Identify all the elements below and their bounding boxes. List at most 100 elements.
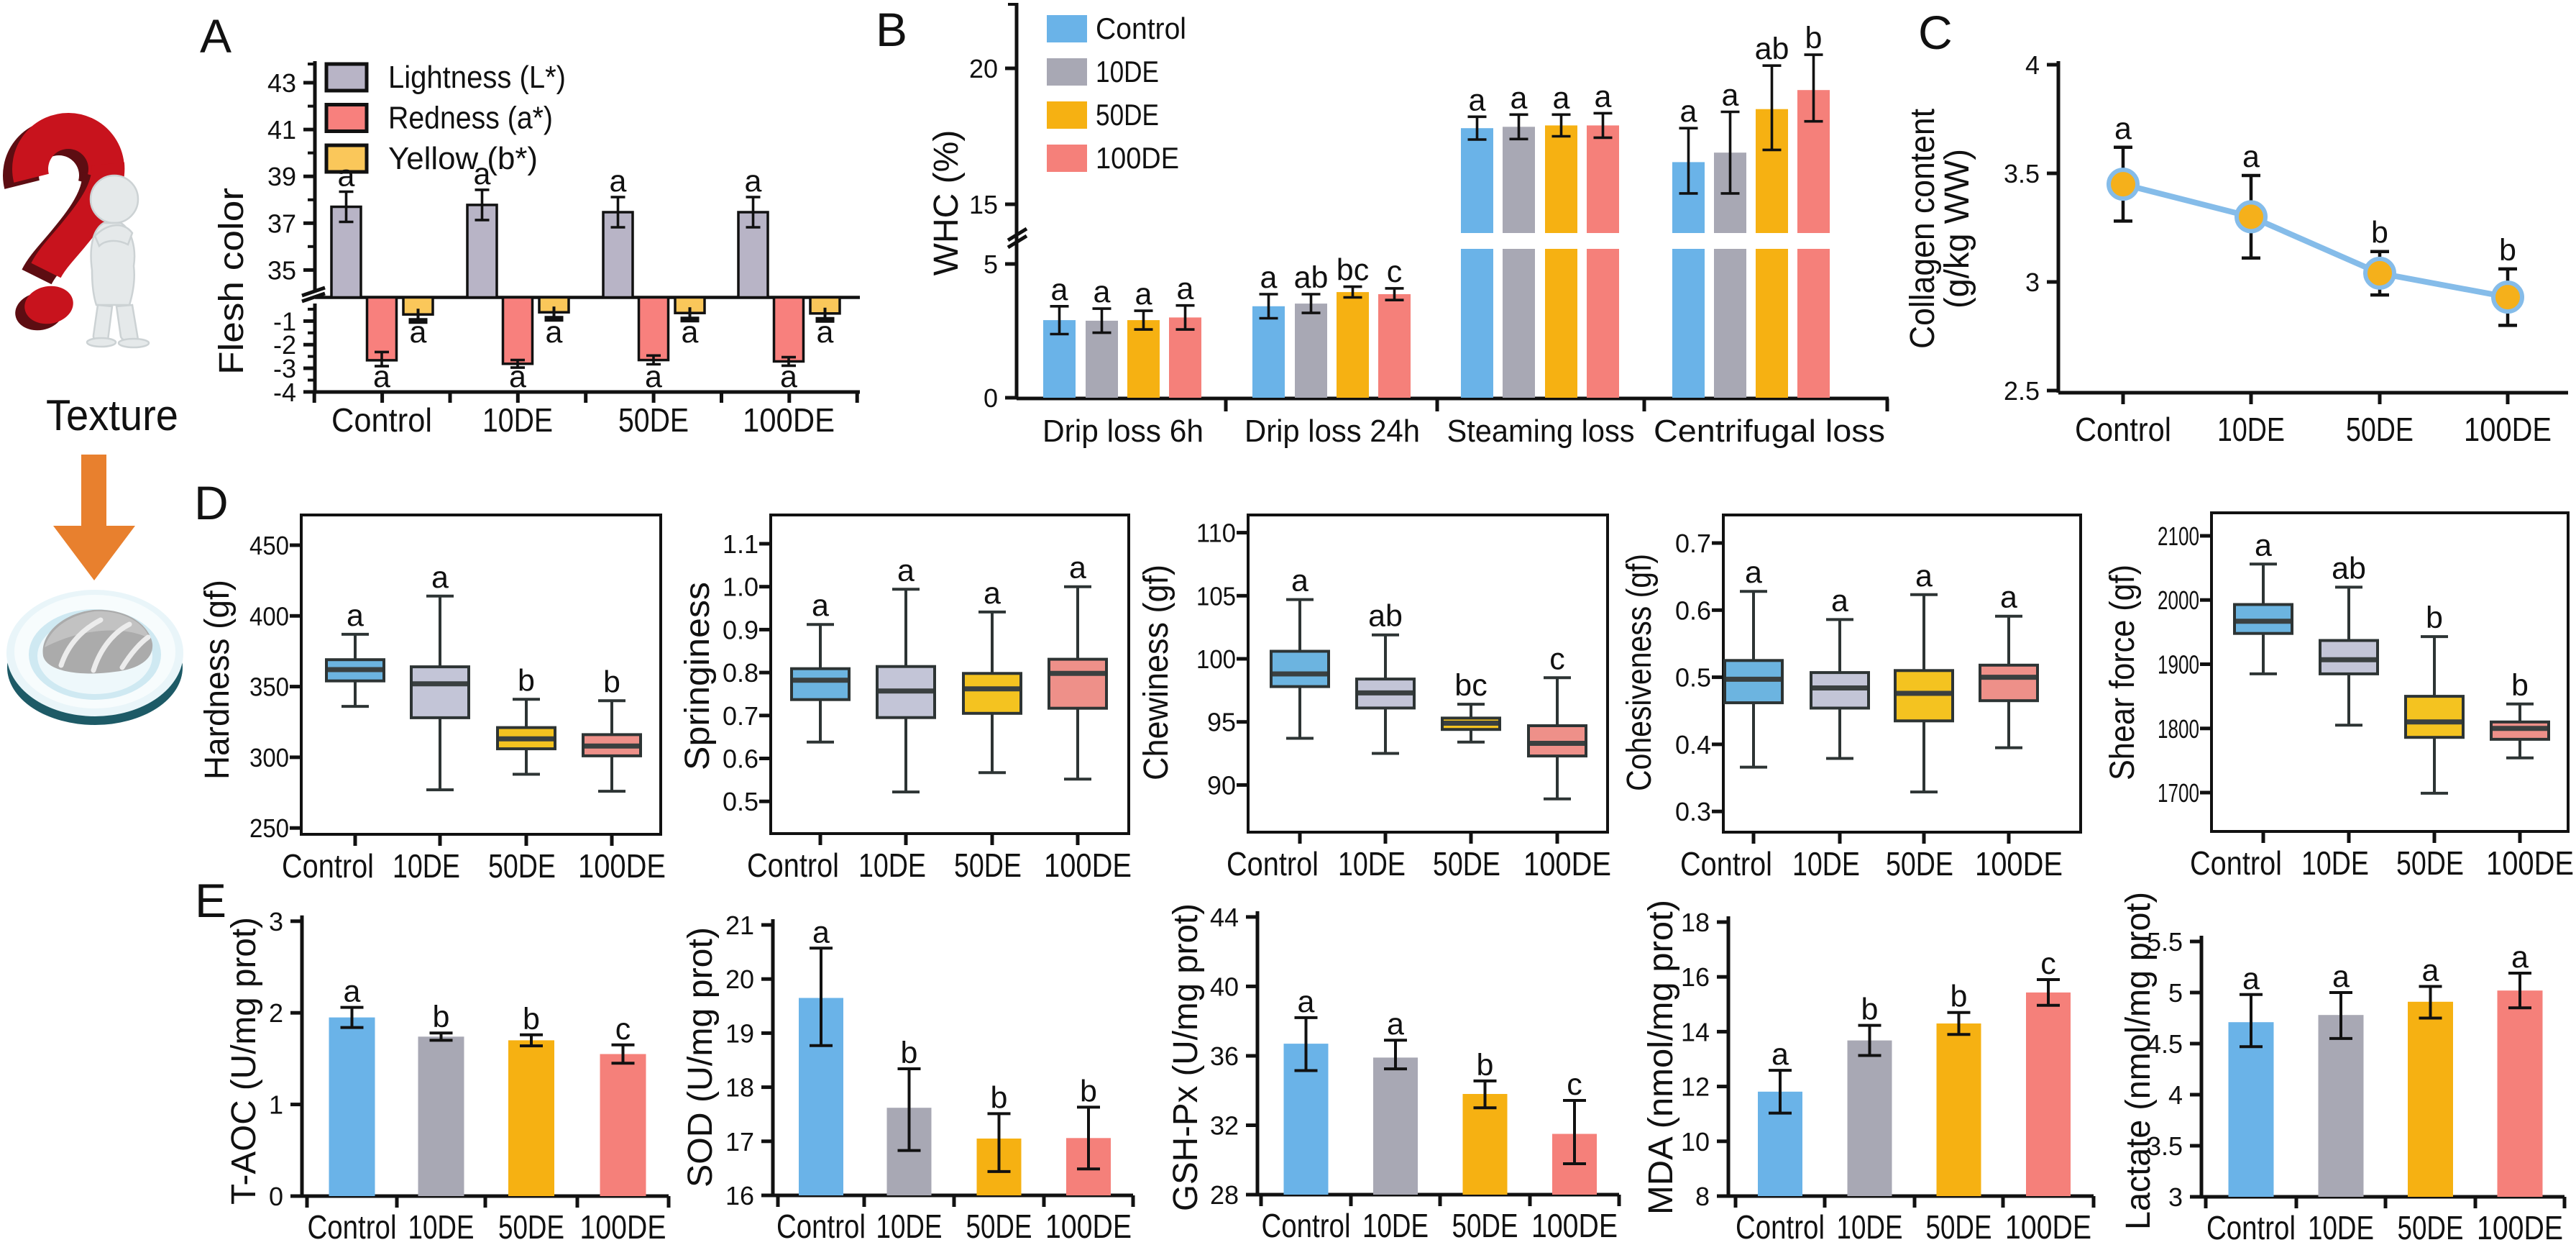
svg-text:1900: 1900: [2158, 650, 2199, 680]
svg-text:95: 95: [1207, 708, 1236, 737]
svg-text:a: a: [347, 598, 364, 633]
svg-text:c: c: [2040, 947, 2056, 981]
svg-text:a: a: [1177, 272, 1194, 306]
svg-text:Chewiness (gf): Chewiness (gf): [1137, 565, 1175, 780]
svg-text:300: 300: [249, 743, 289, 772]
svg-text:19: 19: [725, 1018, 754, 1048]
svg-text:a: a: [812, 915, 830, 949]
svg-text:a: a: [1831, 583, 1848, 618]
svg-text:0.4: 0.4: [1675, 730, 1711, 760]
svg-text:35: 35: [267, 255, 296, 285]
svg-text:12: 12: [1681, 1072, 1710, 1102]
svg-text:a: a: [410, 315, 427, 350]
svg-text:1800: 1800: [2158, 714, 2199, 744]
svg-text:0.3: 0.3: [1675, 797, 1711, 826]
svg-text:b: b: [2426, 601, 2443, 635]
svg-text:WHC (%): WHC (%): [927, 130, 966, 276]
svg-text:10DE: 10DE: [1096, 55, 1159, 88]
svg-text:50DE: 50DE: [1433, 845, 1500, 883]
svg-text:100DE: 100DE: [743, 401, 835, 439]
svg-text:a: a: [344, 975, 361, 1009]
svg-text:50DE: 50DE: [1926, 1208, 1992, 1245]
svg-text:10DE: 10DE: [1837, 1208, 1903, 1245]
svg-text:50DE: 50DE: [618, 401, 689, 439]
svg-text:Cohesiveness (gf): Cohesiveness (gf): [1621, 554, 1659, 791]
svg-text:100DE: 100DE: [2477, 1209, 2563, 1245]
svg-text:18: 18: [1681, 908, 1710, 937]
svg-text:450: 450: [249, 531, 289, 560]
svg-text:5.5: 5.5: [2147, 927, 2183, 957]
svg-text:Hardness (gf): Hardness (gf): [198, 580, 237, 780]
svg-text:a: a: [1469, 83, 1486, 117]
svg-text:Shear force (gf): Shear force (gf): [2104, 565, 2142, 780]
svg-text:5: 5: [2168, 978, 2183, 1008]
svg-text:50DE: 50DE: [2346, 411, 2414, 448]
svg-text:a: a: [1745, 555, 1762, 590]
svg-text:a: a: [2422, 954, 2439, 988]
svg-text:a: a: [2000, 580, 2017, 615]
svg-text:36: 36: [1210, 1041, 1239, 1071]
svg-text:b: b: [1477, 1048, 1494, 1082]
svg-text:a: a: [1553, 81, 1570, 115]
svg-text:21: 21: [725, 911, 754, 940]
svg-text:16: 16: [725, 1181, 754, 1210]
svg-text:a: a: [780, 360, 797, 394]
svg-text:B: B: [876, 3, 907, 56]
svg-text:10DE: 10DE: [858, 847, 926, 884]
svg-text:90: 90: [1207, 770, 1236, 800]
svg-text:18: 18: [725, 1073, 754, 1103]
svg-text:A: A: [200, 9, 232, 63]
svg-text:110: 110: [1196, 519, 1236, 548]
svg-text:b: b: [1805, 21, 1823, 55]
svg-text:b: b: [991, 1080, 1008, 1115]
svg-text:0: 0: [269, 1182, 283, 1211]
svg-text:Control: Control: [331, 401, 432, 439]
svg-text:a: a: [431, 560, 449, 595]
svg-text:Control: Control: [2190, 844, 2282, 882]
svg-text:a: a: [984, 576, 1001, 611]
svg-text:39: 39: [267, 162, 296, 191]
svg-text:Flesh color: Flesh color: [213, 188, 251, 375]
svg-text:0.6: 0.6: [1675, 596, 1711, 625]
svg-text:Steaming loss: Steaming loss: [1447, 414, 1635, 449]
svg-text:b: b: [433, 1000, 450, 1034]
svg-text:50DE: 50DE: [2396, 844, 2464, 882]
svg-text:a: a: [2332, 959, 2350, 994]
svg-text:a: a: [1135, 277, 1152, 311]
svg-text:ab: ab: [1294, 260, 1329, 295]
svg-text:a: a: [897, 553, 915, 588]
svg-text:8: 8: [1695, 1182, 1710, 1211]
svg-text:3.5: 3.5: [2004, 159, 2040, 188]
svg-text:b: b: [603, 665, 620, 699]
svg-text:50DE: 50DE: [1886, 845, 1953, 883]
svg-text:100DE: 100DE: [1045, 1208, 1132, 1245]
svg-text:Control: Control: [2206, 1209, 2296, 1245]
svg-text:0.8: 0.8: [723, 658, 758, 688]
svg-text:a: a: [1915, 559, 1933, 593]
svg-text:Centrifugal loss: Centrifugal loss: [1654, 414, 1885, 449]
svg-text:10DE: 10DE: [876, 1208, 943, 1245]
svg-text:b: b: [518, 663, 535, 698]
svg-text:a: a: [645, 360, 662, 394]
svg-text:100DE: 100DE: [1096, 141, 1179, 175]
svg-text:37: 37: [267, 209, 296, 238]
svg-text:a: a: [1680, 94, 1697, 129]
svg-text:3.5: 3.5: [2147, 1131, 2183, 1161]
svg-text:50DE: 50DE: [966, 1208, 1032, 1245]
svg-text:4: 4: [2025, 50, 2040, 80]
svg-text:Control: Control: [1262, 1207, 1351, 1244]
svg-text:Control: Control: [1680, 845, 1772, 883]
svg-text:4: 4: [2168, 1080, 2183, 1110]
svg-text:a: a: [1771, 1037, 1789, 1072]
svg-text:2: 2: [269, 998, 283, 1028]
svg-text:0.5: 0.5: [723, 787, 758, 816]
svg-text:1.1: 1.1: [723, 529, 758, 559]
svg-text:a: a: [2242, 962, 2260, 996]
svg-text:1: 1: [269, 1090, 283, 1120]
svg-text:ab: ab: [2332, 551, 2366, 585]
svg-text:1.0: 1.0: [723, 573, 758, 602]
svg-text:Control: Control: [1736, 1208, 1825, 1245]
svg-text:14: 14: [1681, 1017, 1710, 1046]
svg-text:a: a: [2114, 111, 2132, 146]
svg-text:50DE: 50DE: [488, 847, 556, 885]
